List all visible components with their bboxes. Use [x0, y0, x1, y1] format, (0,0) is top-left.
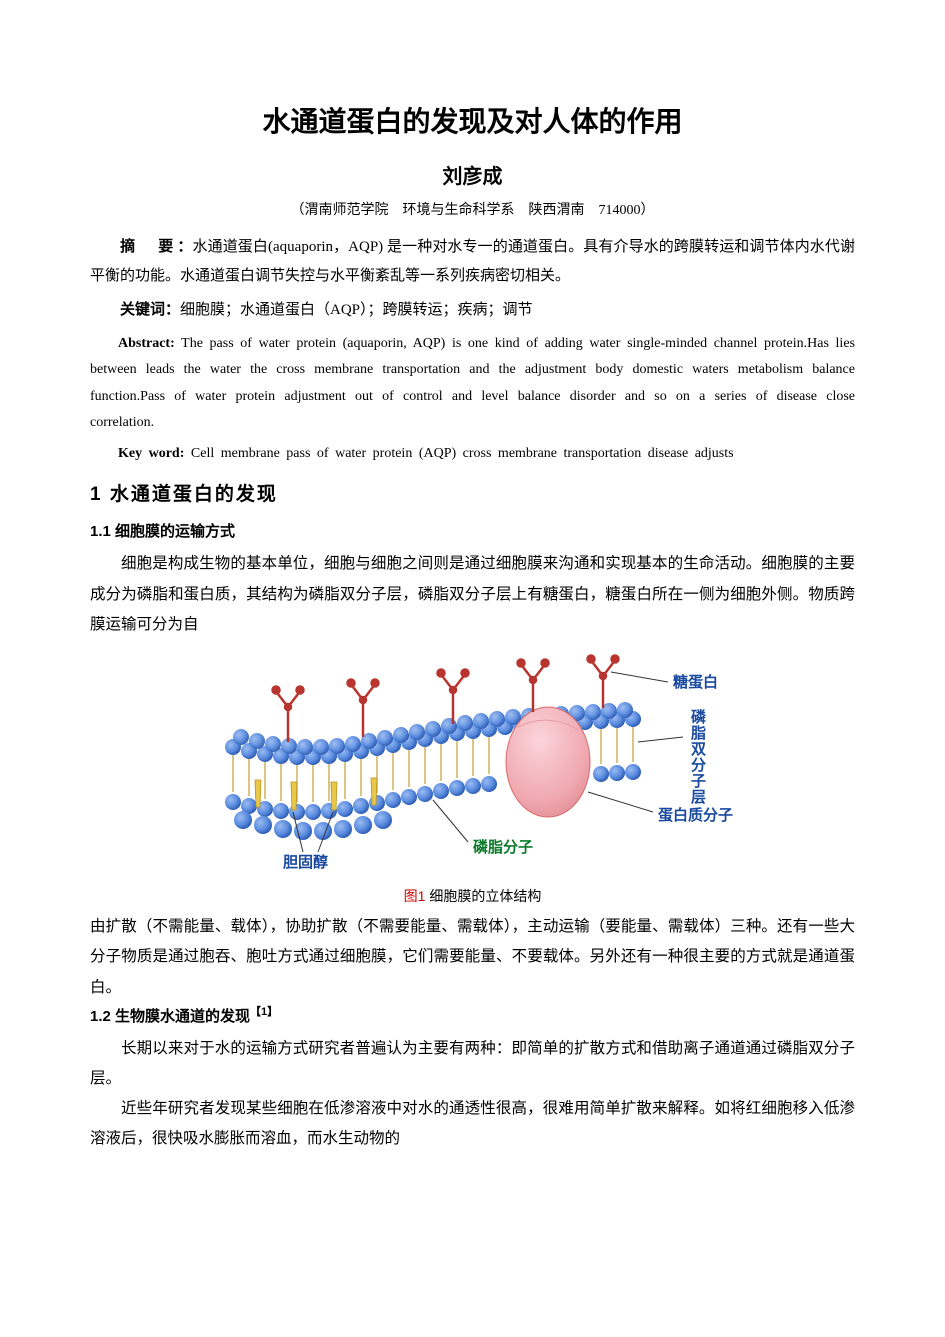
keywords-en-text: Cell membrane pass of water protein (AQP… [184, 446, 733, 461]
figure-1: 糖蛋白 磷 脂 双 分 子 层 蛋白质分子 磷脂分子 胆固醇 图1 细胞膜的 [90, 652, 855, 906]
paper-affiliation: （渭南师范学院 环境与生命科学系 陕西渭南 714000） [90, 199, 855, 219]
svg-text:磷 脂 双: 磷 脂 双 分 子 层 [691, 708, 710, 806]
body-para-3: 长期以来对于水的运输方式研究者普遍认为主要有两种：即简单的扩散方式和借助离子通道… [90, 1034, 855, 1094]
abstract-en: Abstract: The pass of water protein (aqu… [90, 331, 855, 437]
svg-text:胆固醇: 胆固醇 [283, 853, 328, 871]
section-1-1-heading: 1.1 细胞膜的运输方式 [90, 520, 855, 541]
figure-caption-text: 细胞膜的立体结构 [425, 888, 541, 904]
keywords-cn-label: 关键词： [120, 301, 180, 318]
section-1-heading: 1 水通道蛋白的发现 [90, 479, 855, 506]
svg-text:糖蛋白: 糖蛋白 [673, 673, 718, 691]
abstract-cn-label: 摘 要 [120, 238, 177, 255]
abstract-en-text: The pass of water protein (aquaporin, AQ… [90, 336, 855, 431]
keywords-en-label: Key word: [118, 446, 184, 461]
body-para-4: 近些年研究者发现某些细胞在低渗溶液中对水的通透性很高，很难用简单扩散来解释。如将… [90, 1094, 855, 1154]
svg-text:磷脂分子: 磷脂分子 [473, 838, 533, 856]
body-para-2: 由扩散（不需能量、载体），协助扩散（不需要能量、需载体），主动运输（要能量、需载… [90, 912, 855, 1003]
paper-title: 水通道蛋白的发现及对人体的作用 [90, 100, 855, 140]
abstract-en-label: Abstract: [118, 336, 175, 351]
abstract-cn: 摘 要：水通道蛋白(aquaporin，AQP) 是一种对水专一的通道蛋白。具有… [90, 233, 855, 290]
section-1-2-heading: 1.2 生物膜水通道的发现【1】 [90, 1003, 855, 1026]
abstract-cn-text: 水通道蛋白(aquaporin，AQP) 是一种对水专一的通道蛋白。具有介导水的… [90, 239, 855, 284]
keywords-cn-text: 细胞膜；水通道蛋白（AQP）；跨膜转运；疾病；调节 [180, 302, 533, 318]
keywords-cn: 关键词：细胞膜；水通道蛋白（AQP）；跨膜转运；疾病；调节 [90, 296, 855, 325]
figure-1-caption: 图1 细胞膜的立体结构 [404, 886, 542, 906]
paper-author: 刘彦成 [90, 160, 855, 189]
protein-molecule [506, 707, 590, 817]
keywords-en: Key word: Cell membrane pass of water pr… [90, 441, 855, 468]
body-para-1: 细胞是构成生物的基本单位，细胞与细胞之间则是通过细胞膜来沟通和实现基本的生命活动… [90, 549, 855, 640]
figure-number: 图1 [404, 888, 426, 904]
membrane-diagram: 糖蛋白 磷 脂 双 分 子 层 蛋白质分子 磷脂分子 胆固醇 [193, 652, 753, 882]
svg-text:蛋白质分子: 蛋白质分子 [658, 806, 733, 824]
